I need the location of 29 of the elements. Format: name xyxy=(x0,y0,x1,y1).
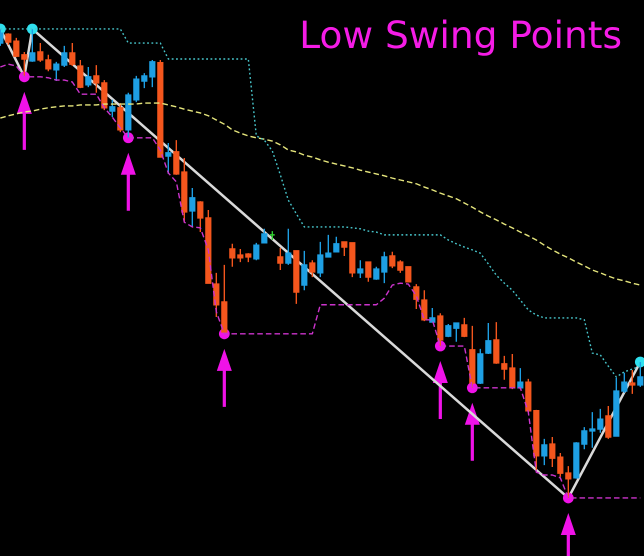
candlestick xyxy=(437,312,444,347)
candlestick xyxy=(285,228,292,266)
candlestick xyxy=(541,438,548,466)
candlestick xyxy=(301,250,308,291)
chart-title: Low Swing Points xyxy=(302,20,620,56)
candlestick xyxy=(189,187,196,228)
candlestick xyxy=(605,405,612,440)
candlestick xyxy=(269,230,276,241)
candlestick xyxy=(333,236,340,252)
candlestick xyxy=(117,102,124,133)
candlestick xyxy=(69,42,76,67)
candlestick xyxy=(357,260,364,279)
candlestick xyxy=(309,260,316,278)
candlestick xyxy=(277,247,284,271)
candlestick xyxy=(293,250,300,305)
candlestick xyxy=(469,325,476,388)
candlestick xyxy=(253,242,260,261)
candlestick xyxy=(365,261,372,282)
candlestick xyxy=(461,317,468,338)
candlestick xyxy=(637,361,644,388)
candlestick xyxy=(429,307,436,323)
candlestick xyxy=(157,59,164,158)
candlestick xyxy=(261,228,268,244)
candlestick xyxy=(77,59,84,89)
candlestick xyxy=(109,99,116,118)
candlestick xyxy=(165,142,172,175)
candlestick xyxy=(29,28,36,63)
candlestick xyxy=(629,369,636,395)
candlestick xyxy=(85,66,92,88)
